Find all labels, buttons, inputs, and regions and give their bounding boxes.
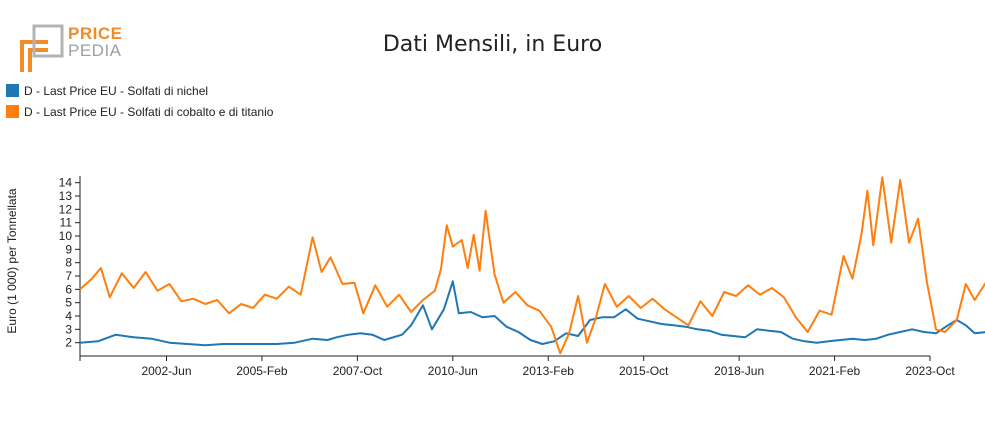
y-tick-label: 11	[60, 216, 73, 230]
y-tick-label: 8	[65, 256, 72, 270]
legend-label-nichel: D - Last Price EU - Solfati di nichel	[24, 83, 209, 98]
legend-item-nichel[interactable]: D - Last Price EU - Solfati di nichel	[6, 80, 273, 101]
y-tick-label: 7	[65, 269, 72, 283]
y-tick-label: 5	[65, 296, 72, 310]
y-tick-label: 4	[65, 309, 72, 323]
y-axis-title: Euro (1 000) per Tonnellata	[5, 188, 19, 334]
logo-word-pedia: PEDIA	[68, 41, 122, 60]
y-tick-label: 9	[65, 242, 72, 256]
logo-mark-icon	[20, 24, 64, 72]
x-tick-label: 2023-Oct	[905, 364, 955, 378]
y-tick-label: 13	[59, 189, 73, 203]
y-tick-label: 2	[65, 336, 72, 350]
y-tick-label: 6	[65, 282, 72, 296]
x-tick-label: 2010-Jun	[428, 364, 478, 378]
y-tick-label: 12	[59, 202, 73, 216]
x-tick-label: 2002-Jun	[141, 364, 191, 378]
series-line-nichel	[79, 280, 985, 347]
series-line-cobalto	[79, 176, 985, 355]
y-tick-label: 3	[65, 322, 72, 336]
legend-swatch-cobalto	[6, 105, 19, 118]
pricepedia-logo: PRICE PEDIA	[18, 24, 128, 74]
x-tick-label: 2005-Feb	[236, 364, 288, 378]
chart-legend: D - Last Price EU - Solfati di nichel D …	[6, 80, 273, 122]
x-tick-label: 2021-Feb	[809, 364, 861, 378]
logo-word-price: PRICE	[68, 24, 123, 43]
x-tick-label: 2007-Oct	[333, 364, 383, 378]
x-tick-label: 2013-Feb	[523, 364, 575, 378]
x-tick-label: 2015-Oct	[619, 364, 669, 378]
legend-label-cobalto: D - Last Price EU - Solfati di cobalto e…	[24, 104, 274, 119]
x-tick-label: 2018-Jun	[714, 364, 764, 378]
y-tick-label: 14	[59, 176, 73, 190]
y-tick-label: 10	[59, 229, 73, 243]
chart-title: Dati Mensili, in Euro	[382, 32, 603, 57]
legend-swatch-nichel	[6, 84, 19, 97]
legend-item-cobalto[interactable]: D - Last Price EU - Solfati di cobalto e…	[6, 101, 273, 122]
